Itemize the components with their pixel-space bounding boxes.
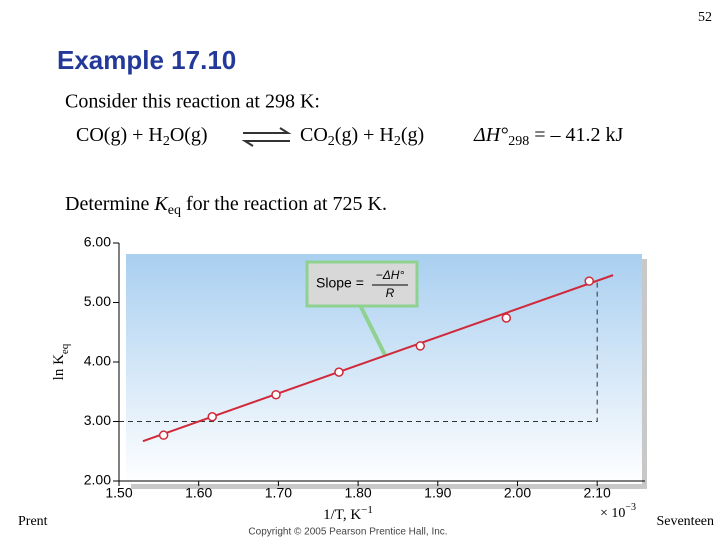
data-point (584, 276, 594, 286)
reactants: CO(g) + H2O(g) (76, 124, 208, 150)
annotation-box (305, 260, 419, 308)
footer-left: Prent (18, 514, 48, 529)
data-point (271, 389, 281, 400)
x-tick-label: 1.60 (185, 485, 212, 501)
callout-line (358, 304, 387, 356)
x-tick-label: 1.70 (265, 485, 292, 501)
x-multiplier: × 10−3 (600, 502, 636, 521)
subscript: 2 (163, 134, 170, 149)
text: (g) + H (335, 124, 394, 146)
text: Determine (65, 193, 154, 215)
subscript: 298 (508, 134, 529, 149)
data-point (415, 341, 426, 351)
text: (g) (401, 124, 424, 146)
y-tick-label: 3.00 (84, 412, 111, 428)
y-tick-label: 2.00 (84, 472, 111, 488)
text: O(g) (170, 124, 208, 146)
text: ΔH° (473, 124, 508, 146)
slide-title: Example 17.10 (57, 45, 236, 75)
annotation-text: Slope = (316, 275, 364, 291)
guide-line (119, 281, 598, 422)
x-tick-label: 1.80 (344, 485, 371, 501)
y-tick-label: 5.00 (84, 293, 111, 309)
page-number: 52 (698, 10, 712, 25)
subscript: 2 (328, 134, 335, 149)
y-tick-label: 4.00 (84, 353, 111, 369)
subscript: 2 (394, 134, 401, 149)
text: CO(g) + H (76, 124, 163, 146)
x-axis-label: 1/T, K−1 (323, 504, 373, 524)
y-axis-label: ln Keq (51, 343, 70, 380)
subscript: eq (59, 343, 71, 354)
fit-line (142, 274, 614, 443)
question: Determine Keq for the reaction at 725 K. (65, 193, 387, 219)
products: CO2(g) + H2(g) (300, 124, 424, 150)
superscript: −1 (361, 504, 373, 516)
x-tick-label: 2.00 (504, 485, 531, 501)
text: for the reaction at 725 K. (181, 193, 387, 215)
arrow-forward (243, 127, 292, 134)
plot: 2.00 3.00 4.00 5.00 6.00 1.50 1.60 1.70 1.80 1.90… (51, 234, 645, 524)
data-point (158, 430, 169, 440)
text: ln K (51, 354, 67, 380)
x-tick-label: 1.90 (424, 485, 451, 501)
intro: Consider this reaction at 298 K: (65, 91, 320, 113)
annotation-denominator: R (386, 286, 395, 300)
annotation-numerator: −ΔH° (376, 268, 405, 282)
text: 1/T, K (323, 507, 361, 523)
text: × 10 (600, 506, 625, 521)
y-tick-label: 6.00 (84, 234, 111, 250)
subscript: eq (168, 203, 181, 218)
data-point (501, 313, 512, 323)
data-point (334, 367, 344, 377)
text: K (153, 193, 169, 215)
data-point (207, 411, 217, 422)
arrow-reverse (241, 140, 290, 147)
x-tick-label: 1.50 (105, 485, 132, 501)
text: CO (300, 124, 328, 146)
superscript: −3 (625, 502, 636, 513)
x-tick-label: 2.10 (584, 485, 611, 501)
enthalpy: ΔH°298 = – 41.2 kJ (473, 124, 623, 150)
footer-right: Seventeen (656, 514, 714, 529)
copyright: Copyright © 2005 Pearson Prentice Hall, … (248, 527, 447, 538)
text: = – 41.2 kJ (529, 124, 623, 146)
equilibrium-arrow (241, 127, 292, 147)
